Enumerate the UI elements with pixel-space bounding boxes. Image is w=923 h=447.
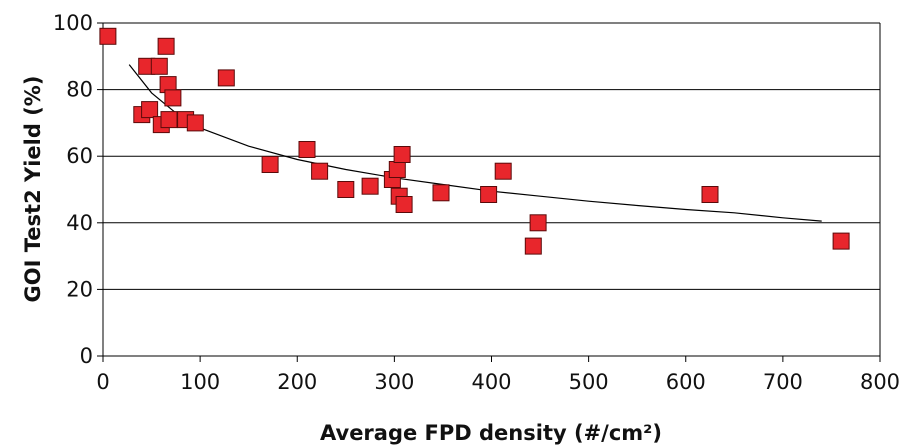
x-tick-label: 100 (180, 370, 220, 394)
data-point (141, 101, 159, 119)
x-tick-label: 700 (763, 370, 803, 394)
data-point (393, 146, 411, 163)
x-tick-labels: 0 100 200 300 400 500 600 700 800 (96, 370, 900, 394)
gridlines (103, 22, 880, 290)
y-tick-label: 60 (66, 144, 93, 168)
y-tick-labels: 0 20 40 60 80 100 (53, 11, 93, 368)
data-point (361, 177, 379, 195)
y-tick-label: 40 (66, 211, 93, 235)
x-tick-label: 800 (860, 370, 900, 394)
data-point (217, 69, 235, 87)
y-tick-label: 20 (66, 277, 93, 301)
data-point (494, 162, 512, 180)
x-tick-label: 400 (471, 370, 511, 394)
x-tick-label: 0 (96, 370, 109, 394)
data-point (395, 196, 413, 213)
y-axis-title: GOI Test2 Yield (%) (21, 76, 45, 303)
y-tick-label: 0 (80, 344, 93, 368)
x-tick-label: 500 (569, 370, 609, 394)
data-point (832, 232, 850, 250)
data-point (337, 181, 355, 198)
x-tick-label: 600 (666, 370, 706, 394)
y-tick-label: 100 (53, 11, 93, 35)
data-point (701, 186, 719, 203)
x-axis-title: Average FPD density (#/cm²) (320, 421, 662, 445)
x-tick-label: 300 (374, 370, 414, 394)
data-point (164, 89, 182, 107)
axes (97, 22, 881, 362)
data-point (150, 57, 168, 75)
data-points (99, 27, 850, 255)
data-point (186, 114, 204, 132)
data-point (99, 27, 117, 45)
data-point (261, 156, 279, 173)
data-point (432, 184, 450, 202)
data-point (311, 162, 329, 180)
data-point (298, 141, 316, 158)
data-point (160, 111, 178, 129)
data-point (388, 161, 406, 178)
x-tick-label: 200 (277, 370, 317, 394)
data-point (157, 37, 175, 55)
data-point (524, 237, 542, 255)
data-point (480, 186, 498, 203)
y-tick-label: 80 (66, 78, 93, 102)
data-point (529, 214, 547, 232)
